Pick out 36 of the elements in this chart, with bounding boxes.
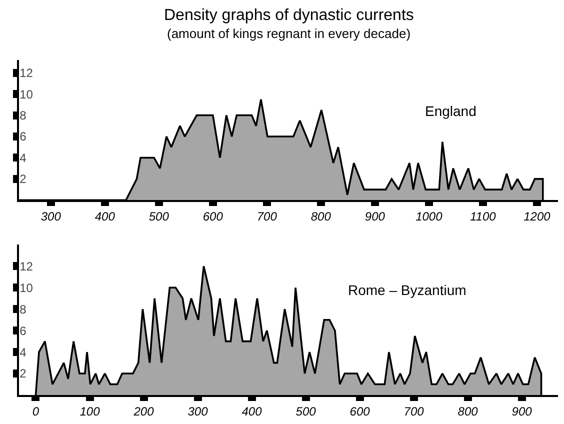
x-tick-label: 600: [202, 210, 224, 224]
chart-subtitle: (amount of kings regnant in every decade): [167, 26, 411, 41]
x-tick-label: 800: [310, 210, 332, 224]
x-tick-label: 700: [404, 404, 424, 418]
x-tick-label: 800: [458, 404, 478, 418]
y-tick-label: 10: [20, 280, 34, 295]
y-tick-label: 2: [20, 172, 27, 186]
y-tick-label: 2: [20, 366, 27, 381]
y-tick-label: 12: [20, 259, 34, 274]
y-tick-label: 4: [20, 345, 27, 360]
x-tick-label: 200: [132, 404, 154, 418]
text: Rome – Byzantium: [348, 282, 466, 298]
x-tick-label: 900: [512, 404, 532, 418]
x-tick-label: 700: [256, 210, 278, 224]
y-tick-label: 6: [20, 324, 27, 338]
x-tick-label: 500: [148, 210, 170, 224]
y-tick-label: 4: [20, 150, 27, 165]
y-tick-label: 10: [20, 87, 34, 102]
x-tick-label: 500: [296, 404, 316, 418]
x-tick-label: 400: [242, 404, 262, 418]
x-tick-label: 300: [188, 404, 208, 418]
y-tick-label: 6: [20, 130, 27, 144]
x-tick-label: 1200: [524, 210, 551, 224]
x-tick-label: 400: [94, 210, 116, 224]
x-tick-label: 1100: [470, 210, 496, 224]
chart-title: Density graphs of dynastic currents: [164, 7, 414, 24]
x-tick-label: 1000: [416, 210, 443, 224]
text: England: [425, 103, 476, 119]
x-tick-label: 100: [80, 404, 100, 418]
x-tick-label: 300: [40, 210, 62, 224]
y-tick-label: 8: [20, 108, 27, 122]
y-tick-label: 8: [20, 302, 27, 316]
x-tick-label: 600: [350, 404, 370, 418]
x-tick-label: 900: [364, 210, 386, 224]
y-tick-label: 12: [20, 66, 34, 80]
x-tick-label: 0: [32, 404, 40, 418]
